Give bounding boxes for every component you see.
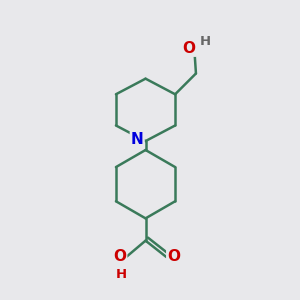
Text: O: O (167, 249, 180, 264)
Text: O: O (113, 249, 126, 264)
Text: N: N (131, 132, 144, 147)
Text: H: H (200, 35, 211, 48)
Text: H: H (116, 268, 127, 281)
Text: O: O (183, 41, 196, 56)
